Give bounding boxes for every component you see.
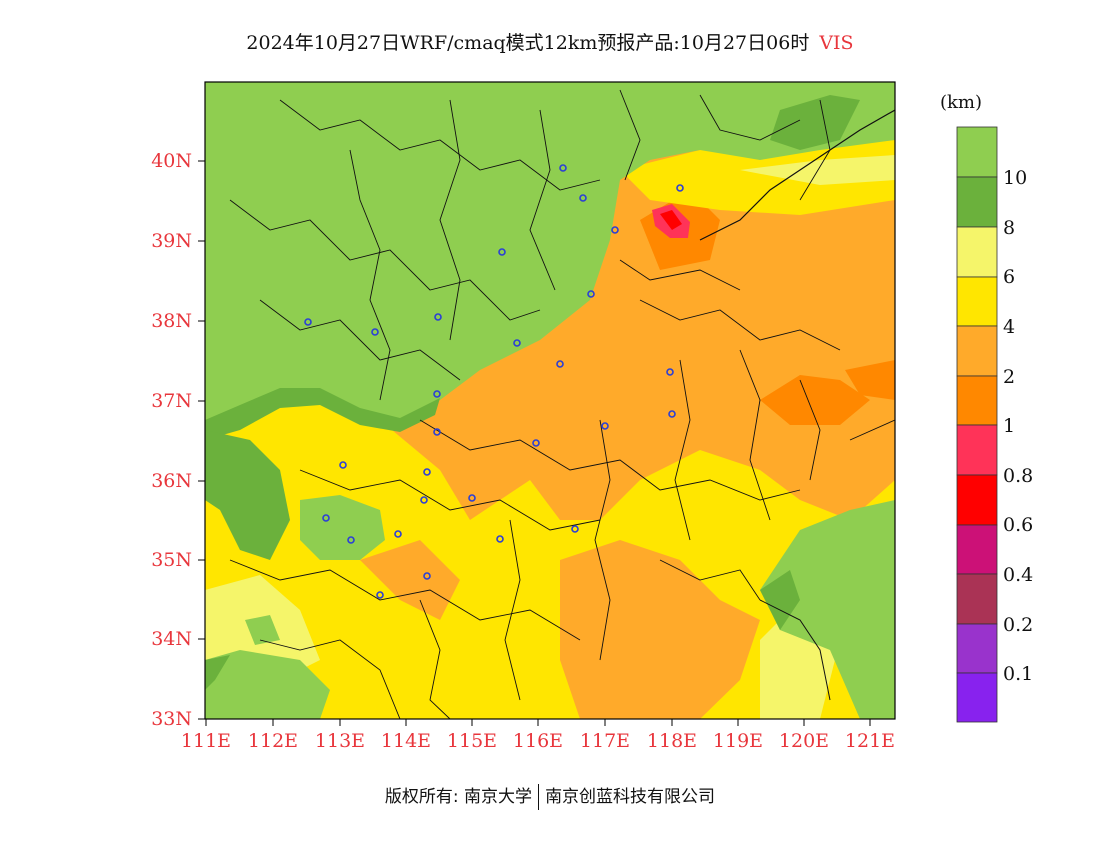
colorbar-segment (956, 474, 998, 526)
city-marker (423, 572, 431, 580)
city-marker (587, 290, 595, 298)
colorbar-label: 1 (1003, 415, 1016, 437)
city-marker (668, 410, 676, 418)
city-marker (433, 390, 441, 398)
colorbar-segment (956, 176, 998, 228)
city-marker (666, 368, 674, 376)
copyright-company: 南京创蓝科技有限公司 (545, 787, 716, 807)
lat-label: 34N (151, 628, 192, 650)
lon-label: 120E (778, 730, 830, 752)
city-marker (498, 248, 506, 256)
colorbar-segment (956, 524, 998, 575)
city-marker (433, 428, 441, 436)
city-marker (304, 318, 312, 326)
lon-label: 116E (512, 730, 564, 752)
city-marker (376, 591, 384, 599)
province-boundaries (229, 89, 895, 719)
footer-divider (538, 784, 540, 810)
colorbar-label: 2 (1003, 366, 1016, 388)
copyright-footer: 版权所有: 南京大学 南京创蓝科技有限公司 (0, 782, 1100, 810)
city-marker (556, 360, 564, 368)
colorbar (956, 126, 998, 723)
lat-label: 33N (151, 708, 192, 730)
lon-label: 121E (844, 730, 896, 752)
city-marker (347, 536, 355, 544)
colorbar-label: 10 (1003, 167, 1028, 189)
colorbar-segment (956, 672, 998, 723)
lat-label: 35N (151, 549, 192, 571)
colorbar-label: 4 (1003, 316, 1016, 338)
city-marker (394, 530, 402, 538)
coastline-south (759, 599, 831, 701)
city-marker (559, 164, 567, 172)
lat-label: 39N (151, 230, 192, 252)
city-marker (371, 328, 379, 336)
colorbar-segment (956, 325, 998, 377)
city-marker (468, 494, 476, 502)
colorbar-label: 0.4 (1003, 564, 1034, 586)
lon-label: 113E (314, 730, 366, 752)
copyright-owner: 版权所有: 南京大学 (384, 787, 533, 807)
lon-label: 117E (579, 730, 631, 752)
lat-label: 36N (151, 470, 192, 492)
colorbar-label: 6 (1003, 266, 1016, 288)
lon-label: 118E (646, 730, 698, 752)
lon-label: 111E (180, 730, 232, 752)
lon-label: 119E (712, 730, 764, 752)
city-marker (513, 339, 521, 347)
city-marker (601, 422, 609, 430)
city-marker (322, 514, 330, 522)
colorbar-segment (956, 375, 998, 426)
colorbar-segment (956, 126, 998, 178)
city-marker (420, 496, 428, 504)
colorbar-segment (956, 623, 998, 674)
lat-label: 38N (151, 310, 192, 332)
colorbar-segment (956, 276, 998, 327)
colorbar-label: 0.1 (1003, 663, 1034, 685)
axis-ticks (198, 160, 871, 726)
colorbar-label: 0.8 (1003, 465, 1034, 487)
colorbar-label: 8 (1003, 217, 1016, 239)
title-variable: VIS (819, 32, 854, 54)
colorbar-label: 0.2 (1003, 614, 1034, 636)
lat-label: 40N (151, 150, 192, 172)
lat-label: 37N (151, 390, 192, 412)
city-marker (532, 439, 540, 447)
city-marker (434, 313, 442, 321)
visibility-field (205, 82, 895, 719)
city-markers (304, 164, 684, 599)
city-marker (571, 525, 579, 533)
colorbar-segment (956, 573, 998, 625)
lon-label: 112E (247, 730, 299, 752)
city-marker (611, 226, 619, 234)
city-marker (339, 461, 347, 469)
map-title: 2024年10月27日WRF/cmaq模式12km预报产品:10月27日06时 V… (0, 28, 1100, 55)
city-marker (423, 468, 431, 476)
city-marker (579, 194, 587, 202)
title-main: 2024年10月27日WRF/cmaq模式12km预报产品:10月27日06时 (246, 32, 810, 54)
colorbar-segment (956, 424, 998, 476)
city-marker (676, 184, 684, 192)
lon-label: 114E (380, 730, 432, 752)
colorbar-label: 0.6 (1003, 514, 1034, 536)
colorbar-unit: (km) (940, 92, 983, 113)
city-marker (496, 535, 504, 543)
colorbar-segment (956, 226, 998, 278)
coastline (699, 109, 895, 241)
lon-label: 115E (446, 730, 498, 752)
